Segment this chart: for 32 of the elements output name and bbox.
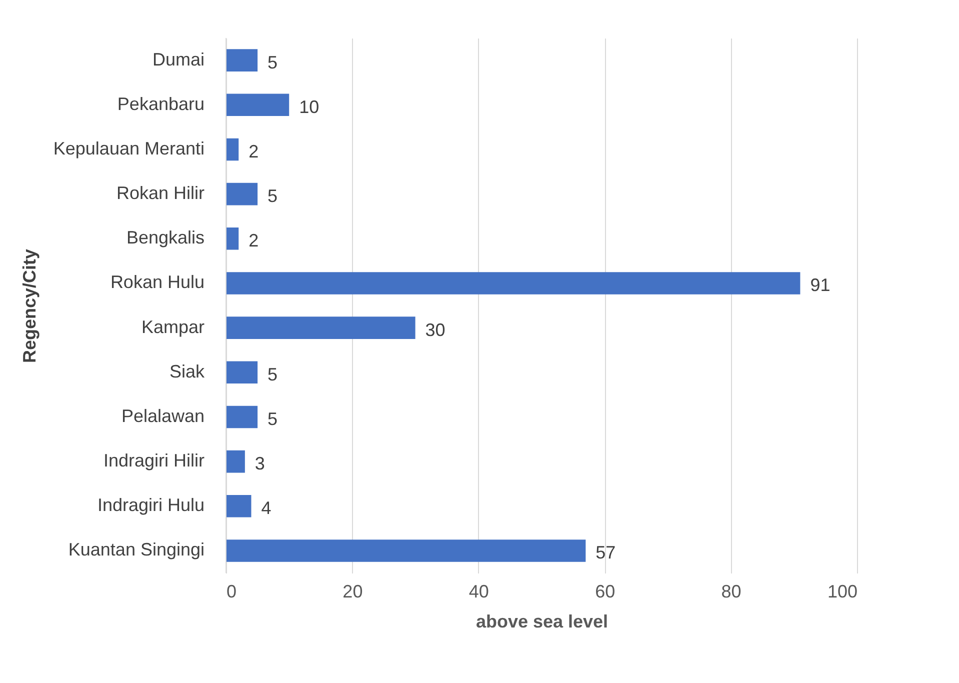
- data-label: 30: [425, 320, 446, 340]
- data-label: 91: [810, 275, 830, 296]
- y-tick-label: Indragiri Hilir: [103, 450, 204, 471]
- y-tick-label: Pekanbaru: [117, 94, 204, 114]
- y-tick-label: Indragiri Hulu: [97, 495, 204, 516]
- x-tick-label: 100: [827, 582, 858, 602]
- y-tick-label: Rokan Hilir: [116, 183, 204, 204]
- data-label: 5: [268, 364, 278, 384]
- data-label: 5: [268, 186, 278, 206]
- y-tick-label: Dumai: [152, 49, 204, 70]
- y-tick-label: Bengkalis: [126, 228, 204, 248]
- x-tick-label: 60: [595, 582, 616, 602]
- x-tick-label: 0: [226, 582, 237, 602]
- x-tick-label: 20: [342, 582, 363, 602]
- y-tick-label: Kuantan Singingi: [68, 540, 204, 560]
- y-tick-label: Rokan Hulu: [110, 272, 204, 292]
- x-tick-label: 40: [468, 582, 489, 602]
- data-label: 4: [261, 498, 272, 518]
- data-label: 2: [248, 141, 259, 162]
- y-tick-label: Kepulauan Meranti: [53, 138, 204, 158]
- y-tick-label: Siak: [169, 361, 206, 382]
- y-tick-label: Kampar: [141, 316, 204, 337]
- data-label: 5: [268, 408, 278, 429]
- x-axis-title: above sea level: [476, 612, 608, 632]
- data-label: 5: [268, 52, 278, 72]
- x-tick-label: 80: [721, 582, 742, 602]
- data-label: 3: [254, 454, 265, 474]
- y-tick-label: Pelalawan: [121, 406, 204, 426]
- data-label: 10: [299, 96, 320, 117]
- data-label: 57: [596, 542, 616, 563]
- data-label: 2: [248, 230, 259, 251]
- y-axis-title: Regency/City: [19, 248, 40, 364]
